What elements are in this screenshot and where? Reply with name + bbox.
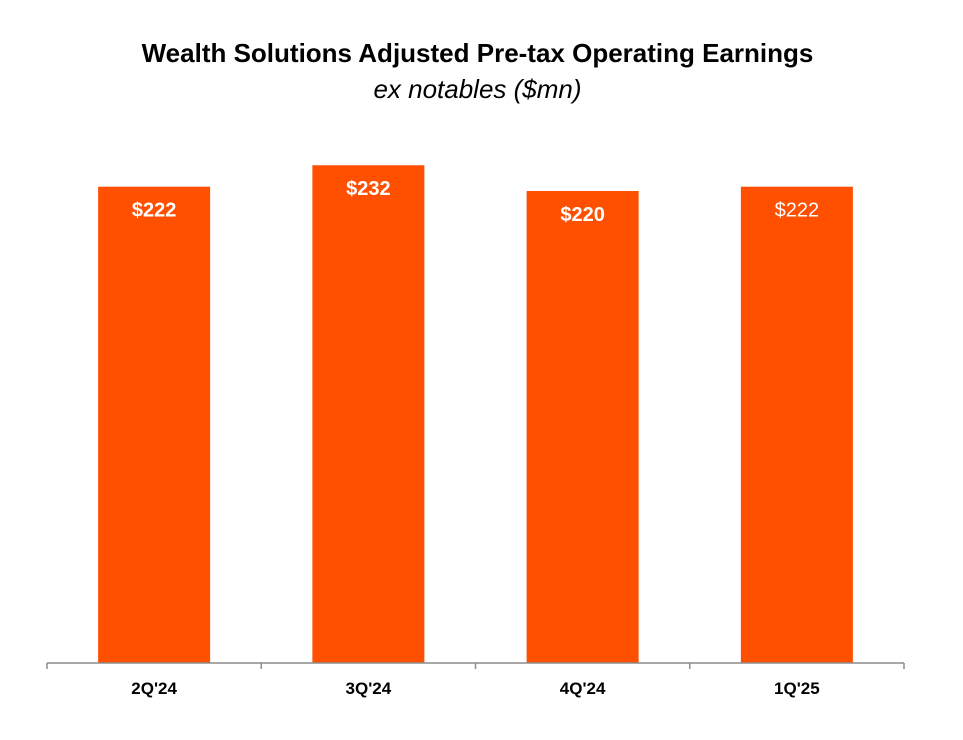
x-axis	[46, 662, 905, 669]
bar	[98, 186, 211, 663]
chart-title: Wealth Solutions Adjusted Pre-tax Operat…	[141, 38, 814, 68]
x-tick-label: 4Q'24	[560, 679, 606, 698]
data-label: $222	[132, 200, 177, 222]
bars-layer	[98, 165, 853, 664]
bar	[740, 186, 853, 663]
x-tick-label: 2Q'24	[131, 679, 177, 698]
x-tick-label: 3Q'24	[346, 679, 392, 698]
data-label: $222	[775, 200, 820, 222]
bar	[312, 165, 425, 663]
labels-layer: $222 2Q'24 $232 3Q'24 $220 4Q'24 $222 1Q'25	[131, 178, 819, 698]
chart-subtitle: ex notables ($mn)	[373, 74, 582, 104]
data-label: $220	[560, 204, 605, 226]
x-tick-label: 1Q'25	[774, 679, 820, 698]
bar	[526, 190, 639, 664]
data-label: $232	[346, 178, 391, 200]
